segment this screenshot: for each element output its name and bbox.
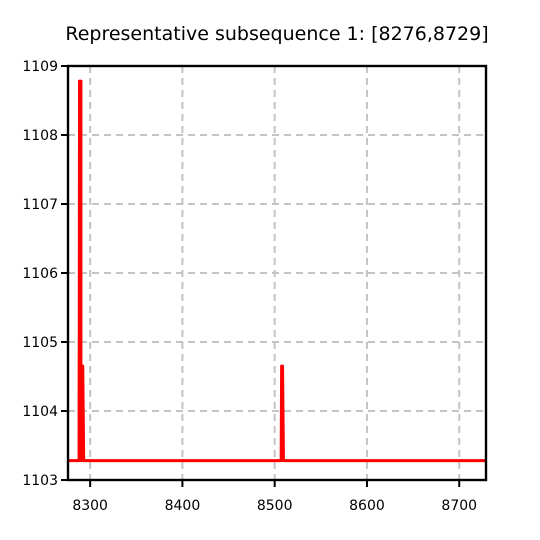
- x-tick-label: 8700: [441, 498, 477, 514]
- x-tick-label: 8300: [72, 498, 108, 514]
- y-tick-label: 1108: [22, 128, 58, 144]
- y-tick-label: 1104: [22, 404, 58, 420]
- x-tick-label: 8400: [165, 498, 201, 514]
- y-tick-label: 1107: [22, 197, 58, 213]
- series-line: [68, 79, 486, 463]
- x-tick-label: 8600: [349, 498, 385, 514]
- x-axis: 8300 8400 8500 8600 8700: [72, 480, 477, 514]
- y-tick-label: 1109: [22, 59, 58, 75]
- chart-title: Representative subsequence 1: [8276,8729…: [65, 23, 488, 45]
- y-tick-label: 1103: [22, 473, 58, 489]
- plot-series: [68, 79, 486, 463]
- x-tick-label: 8500: [257, 498, 293, 514]
- y-tick-label: 1106: [22, 266, 58, 282]
- grid-lines: [68, 65, 486, 481]
- y-tick-label: 1105: [22, 335, 58, 351]
- y-axis: 1103 1104 1105 1106 1107 1108 1109: [22, 59, 68, 489]
